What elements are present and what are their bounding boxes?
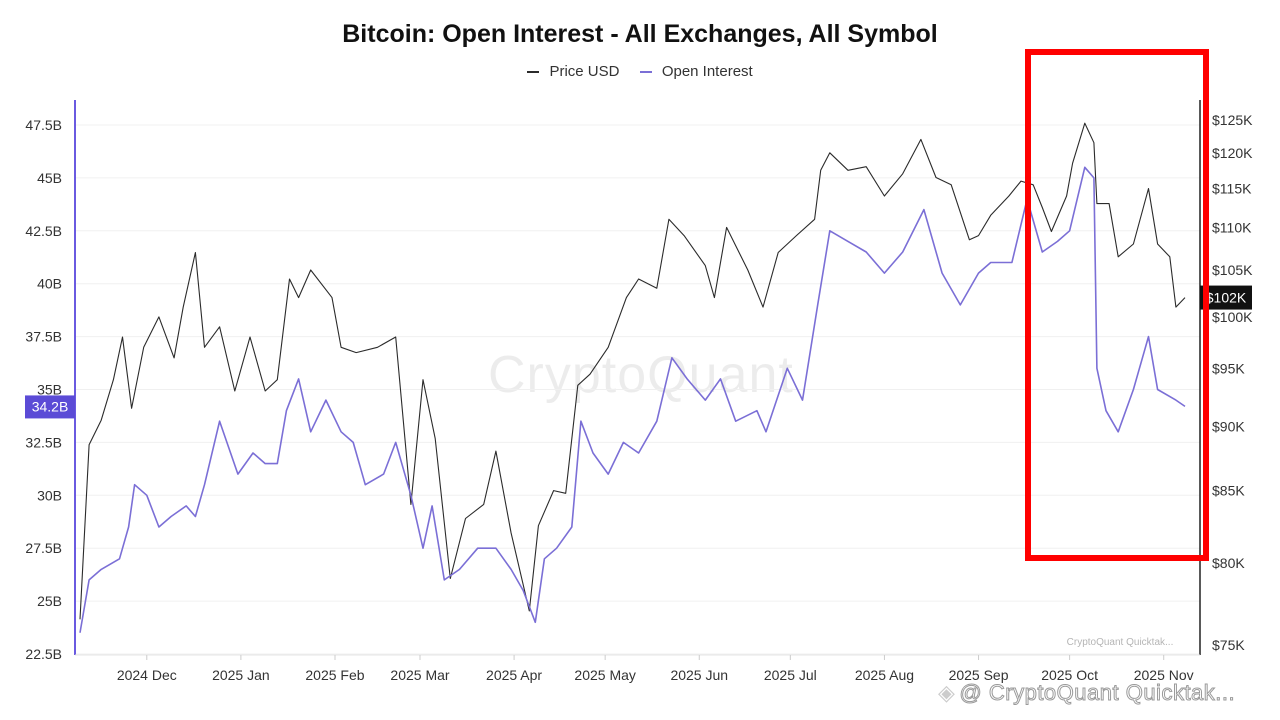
series-layer (79, 122, 1186, 633)
left-tick-label: 25B (37, 593, 62, 609)
right-tick-label: $95K (1212, 361, 1245, 377)
right-tick-label: $115K (1212, 180, 1252, 196)
x-tick-label: 2025 Aug (855, 667, 914, 683)
left-tick-label: 35B (37, 382, 62, 398)
right-tick-label: $105K (1212, 262, 1253, 278)
right-tick-label: $100K (1212, 309, 1253, 325)
right-tick-label: $120K (1212, 145, 1253, 161)
left-tick-label: 27.5B (25, 540, 62, 556)
current-oi-label: 34.2B (32, 398, 69, 414)
legend-swatch-price (527, 71, 540, 74)
series-price-usd-line[interactable] (79, 122, 1186, 620)
right-tick-label: $125K (1212, 112, 1253, 128)
current-oi-badge (25, 395, 75, 419)
x-tick-label: 2025 Oct (1041, 667, 1098, 683)
left-tick-label: 45B (37, 170, 62, 186)
highlight-box (1025, 49, 1209, 561)
x-tick-label: 2025 Jan (212, 667, 270, 683)
current-price-label: $102K (1206, 290, 1247, 306)
faint-source-note: CryptoQuant Quicktak... (1067, 637, 1174, 648)
x-tick-label: 2024 Dec (117, 667, 177, 683)
grid-lines (75, 124, 1200, 655)
x-axis-ticks: 2024 Dec 2025 Jan 2025 Feb 2025 Mar 2025 Apr… (117, 655, 1194, 683)
binance-square-icon: ◈ (938, 680, 956, 705)
watermark: CryptoQuant (488, 346, 794, 404)
axes (74, 100, 1201, 656)
right-tick-label: $110K (1212, 219, 1252, 235)
x-tick-label: 2025 Feb (305, 667, 364, 683)
x-tick-label: 2025 Jun (670, 667, 728, 683)
right-tick-label: $85K (1212, 483, 1245, 499)
left-tick-label: 22.5B (25, 646, 62, 662)
legend-item-open-interest[interactable]: Open Interest (639, 63, 753, 80)
legend-label-open-interest: Open Interest (661, 63, 753, 80)
legend-label-price: Price USD (549, 63, 620, 80)
left-tick-label: 37.5B (25, 329, 62, 345)
x-tick-label: 2025 Apr (486, 667, 542, 683)
x-tick-label: 2025 May (574, 667, 635, 683)
attribution-watermark: ◈ @ CryptoQuant Quicktak... (938, 680, 1235, 706)
legend-swatch-open-interest (639, 71, 652, 74)
chart-legend: Price USD Open Interest (0, 63, 1280, 80)
series-open-interest-line[interactable] (79, 166, 1186, 633)
left-tick-label: 47.5B (25, 117, 62, 133)
x-tick-label: 2025 Sep (949, 667, 1009, 683)
left-tick-label: 42.5B (25, 223, 62, 239)
right-tick-label: $75K (1212, 637, 1245, 653)
legend-item-price[interactable]: Price USD (527, 63, 619, 80)
x-tick-label: 2025 Jul (764, 667, 817, 683)
left-tick-label: 30B (37, 487, 62, 503)
right-axis-ticks: $75K $80K $85K $90K $95K $100K $105K $110K $115K… (1212, 112, 1253, 653)
right-tick-label: $90K (1212, 418, 1245, 434)
left-axis-ticks: 22.5B 25B 27.5B 30B 32.5B 35B 37.5B 40B 42.5B 45B… (25, 117, 62, 662)
chart-title: Bitcoin: Open Interest - All Exchanges, … (342, 20, 938, 48)
attribution-text: @ CryptoQuant Quicktak... (959, 680, 1236, 706)
left-tick-label: 32.5B (25, 434, 62, 450)
right-tick-label: $80K (1212, 555, 1245, 571)
x-tick-label: 2025 Nov (1134, 667, 1194, 683)
x-tick-label: 2025 Mar (390, 667, 449, 683)
left-tick-label: 40B (37, 276, 62, 292)
